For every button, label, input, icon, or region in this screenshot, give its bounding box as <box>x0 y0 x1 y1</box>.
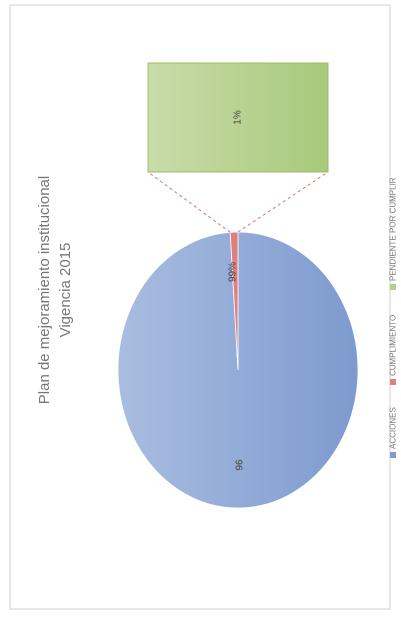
legend-swatch <box>390 284 396 290</box>
plot: Plan de mejoramiento institucional Vigen… <box>36 62 398 509</box>
legend-label: ACCIONES <box>389 407 398 449</box>
data-label: 99% <box>228 262 239 282</box>
legend-swatch <box>390 379 396 385</box>
legend-swatch <box>390 452 396 458</box>
connector-line <box>237 171 329 233</box>
bar-segment <box>147 62 329 173</box>
pie-slice <box>229 231 239 371</box>
legend-label: PENDIENTE POR CUMPLIR <box>389 177 398 281</box>
connector-line <box>147 171 231 233</box>
legend-label: CUMPLIMIENTO <box>389 315 398 376</box>
data-label: 1% <box>233 110 244 125</box>
data-label: 96 <box>235 459 246 471</box>
chart-subtitle: Vigencia 2015 <box>57 243 74 338</box>
chart-title: Plan de mejoramiento institucional <box>36 176 53 404</box>
